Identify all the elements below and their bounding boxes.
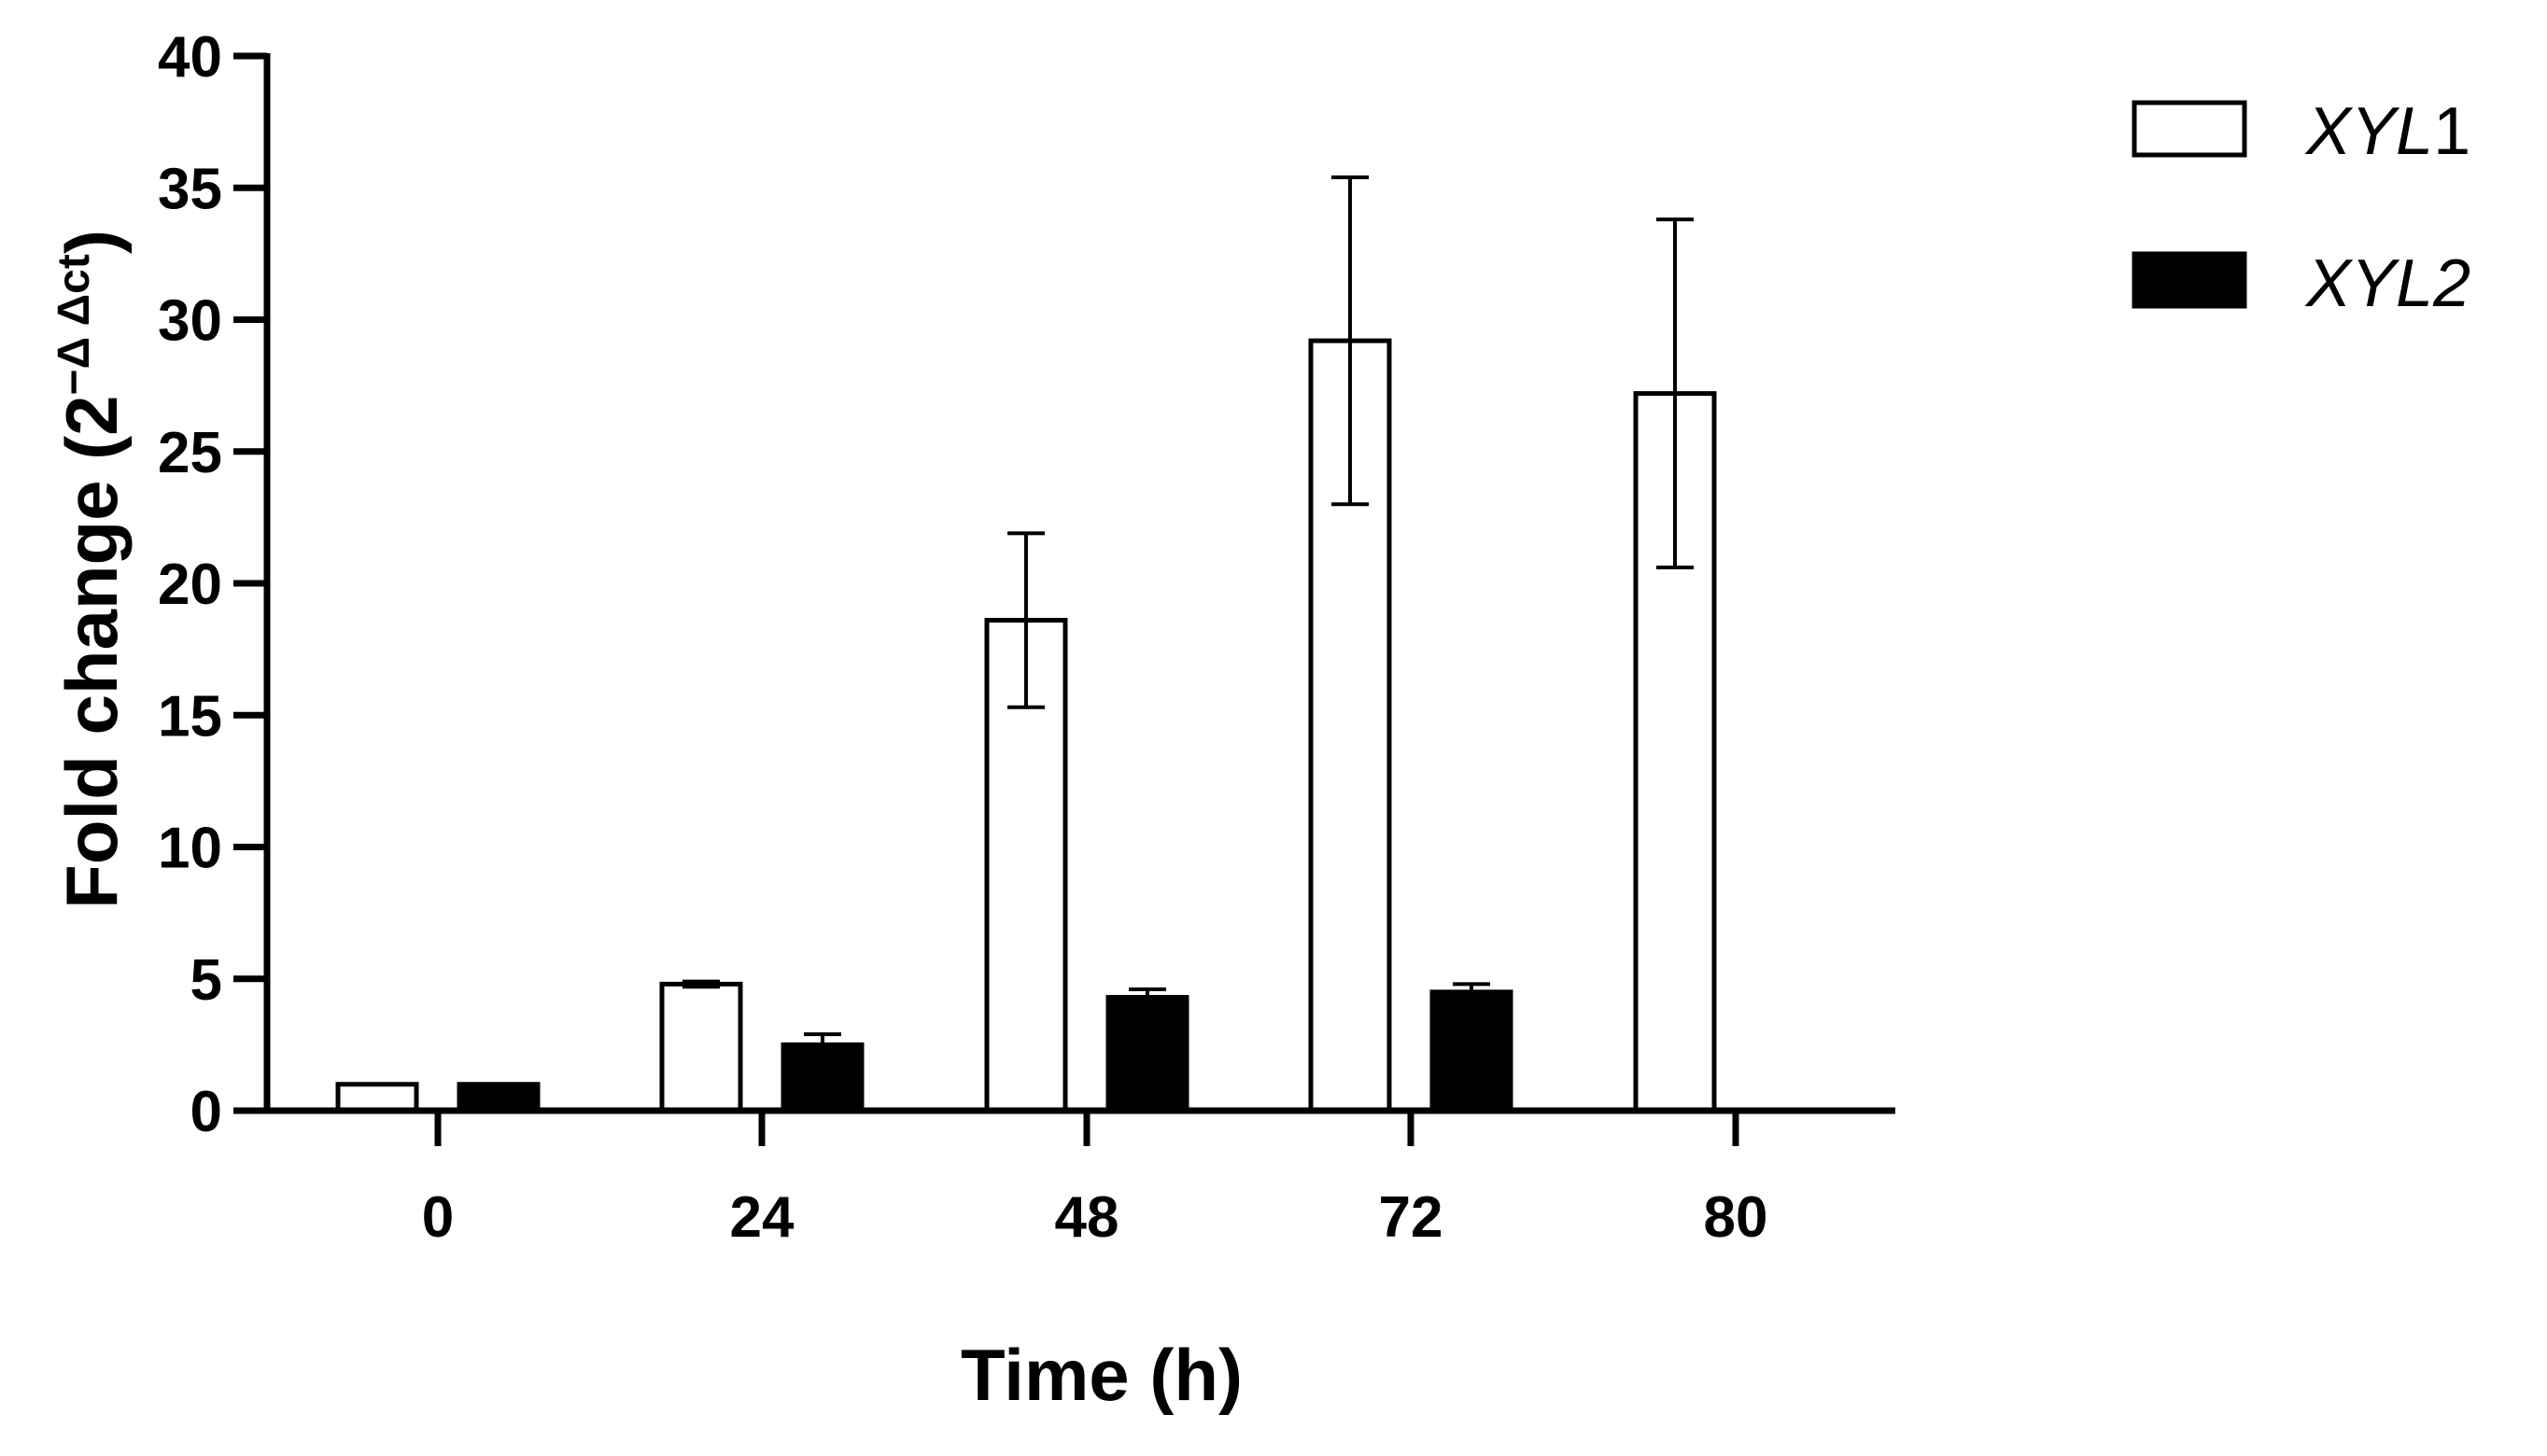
error-bar-xyl1-48 — [1007, 531, 1045, 709]
bar-xyl1-0 — [335, 1082, 419, 1113]
error-bar-xyl2-24 — [804, 1032, 841, 1057]
error-bar-xyl1-24 — [682, 979, 720, 989]
y-axis-title: Fold change (2−Δ Δct) — [49, 230, 133, 909]
x-tick-label-48: 48 — [1055, 1185, 1119, 1250]
y-tick-label-35: 35 — [158, 157, 222, 221]
legend-swatch-xyl2 — [2132, 251, 2247, 309]
x-axis-title: Time (h) — [961, 1334, 1243, 1416]
legend-label-xyl1-plain: 1 — [2433, 94, 2470, 169]
bar-xyl2-72 — [1429, 989, 1513, 1113]
x-tick-label-80: 80 — [1704, 1185, 1768, 1250]
bar-xyl2-0 — [457, 1082, 541, 1113]
error-bar-xyl1-80 — [1656, 217, 1694, 570]
y-tick-label-25: 25 — [158, 421, 222, 485]
x-tick-label-72: 72 — [1379, 1185, 1443, 1250]
y-tick-label-30: 30 — [158, 289, 222, 354]
plot-area — [335, 175, 1717, 1113]
legend-label-xyl1: XYL1 — [2304, 94, 2470, 169]
x-tick-label-24: 24 — [730, 1185, 795, 1250]
bar-xyl2-48 — [1105, 995, 1189, 1113]
y-tick-label-20: 20 — [158, 553, 222, 617]
legend-swatch-xyl1 — [2132, 100, 2247, 158]
legend: XYL1 XYL2 — [2132, 94, 2470, 321]
y-tick-label-15: 15 — [158, 684, 222, 749]
x-tick-label-0: 0 — [422, 1185, 454, 1250]
legend-label-xyl2: XYL2 — [2304, 246, 2470, 321]
error-bar-xyl2-48 — [1129, 987, 1166, 1007]
y-tick-label-0: 0 — [190, 1080, 222, 1144]
x-axis: 0 24 48 72 80 — [264, 1107, 1895, 1250]
bar-xyl1-24 — [659, 981, 743, 1113]
y-axis: 0 5 10 15 20 25 30 35 40 — [158, 25, 271, 1144]
y-axis-title-main: Fold change (2 — [50, 395, 133, 908]
y-tick-label-10: 10 — [158, 817, 222, 881]
legend-label-xyl2-italic: XYL2 — [2304, 246, 2470, 321]
error-bar-xyl2-72 — [1453, 982, 1490, 1002]
legend-label-xyl1-italic: XYL — [2304, 94, 2433, 169]
y-axis-title-close: ) — [50, 230, 133, 254]
y-axis-title-superscript: −Δ Δct — [49, 254, 99, 395]
y-tick-label-5: 5 — [190, 948, 222, 1013]
y-tick-label-40: 40 — [158, 25, 222, 90]
error-bar-xyl1-72 — [1331, 175, 1369, 507]
